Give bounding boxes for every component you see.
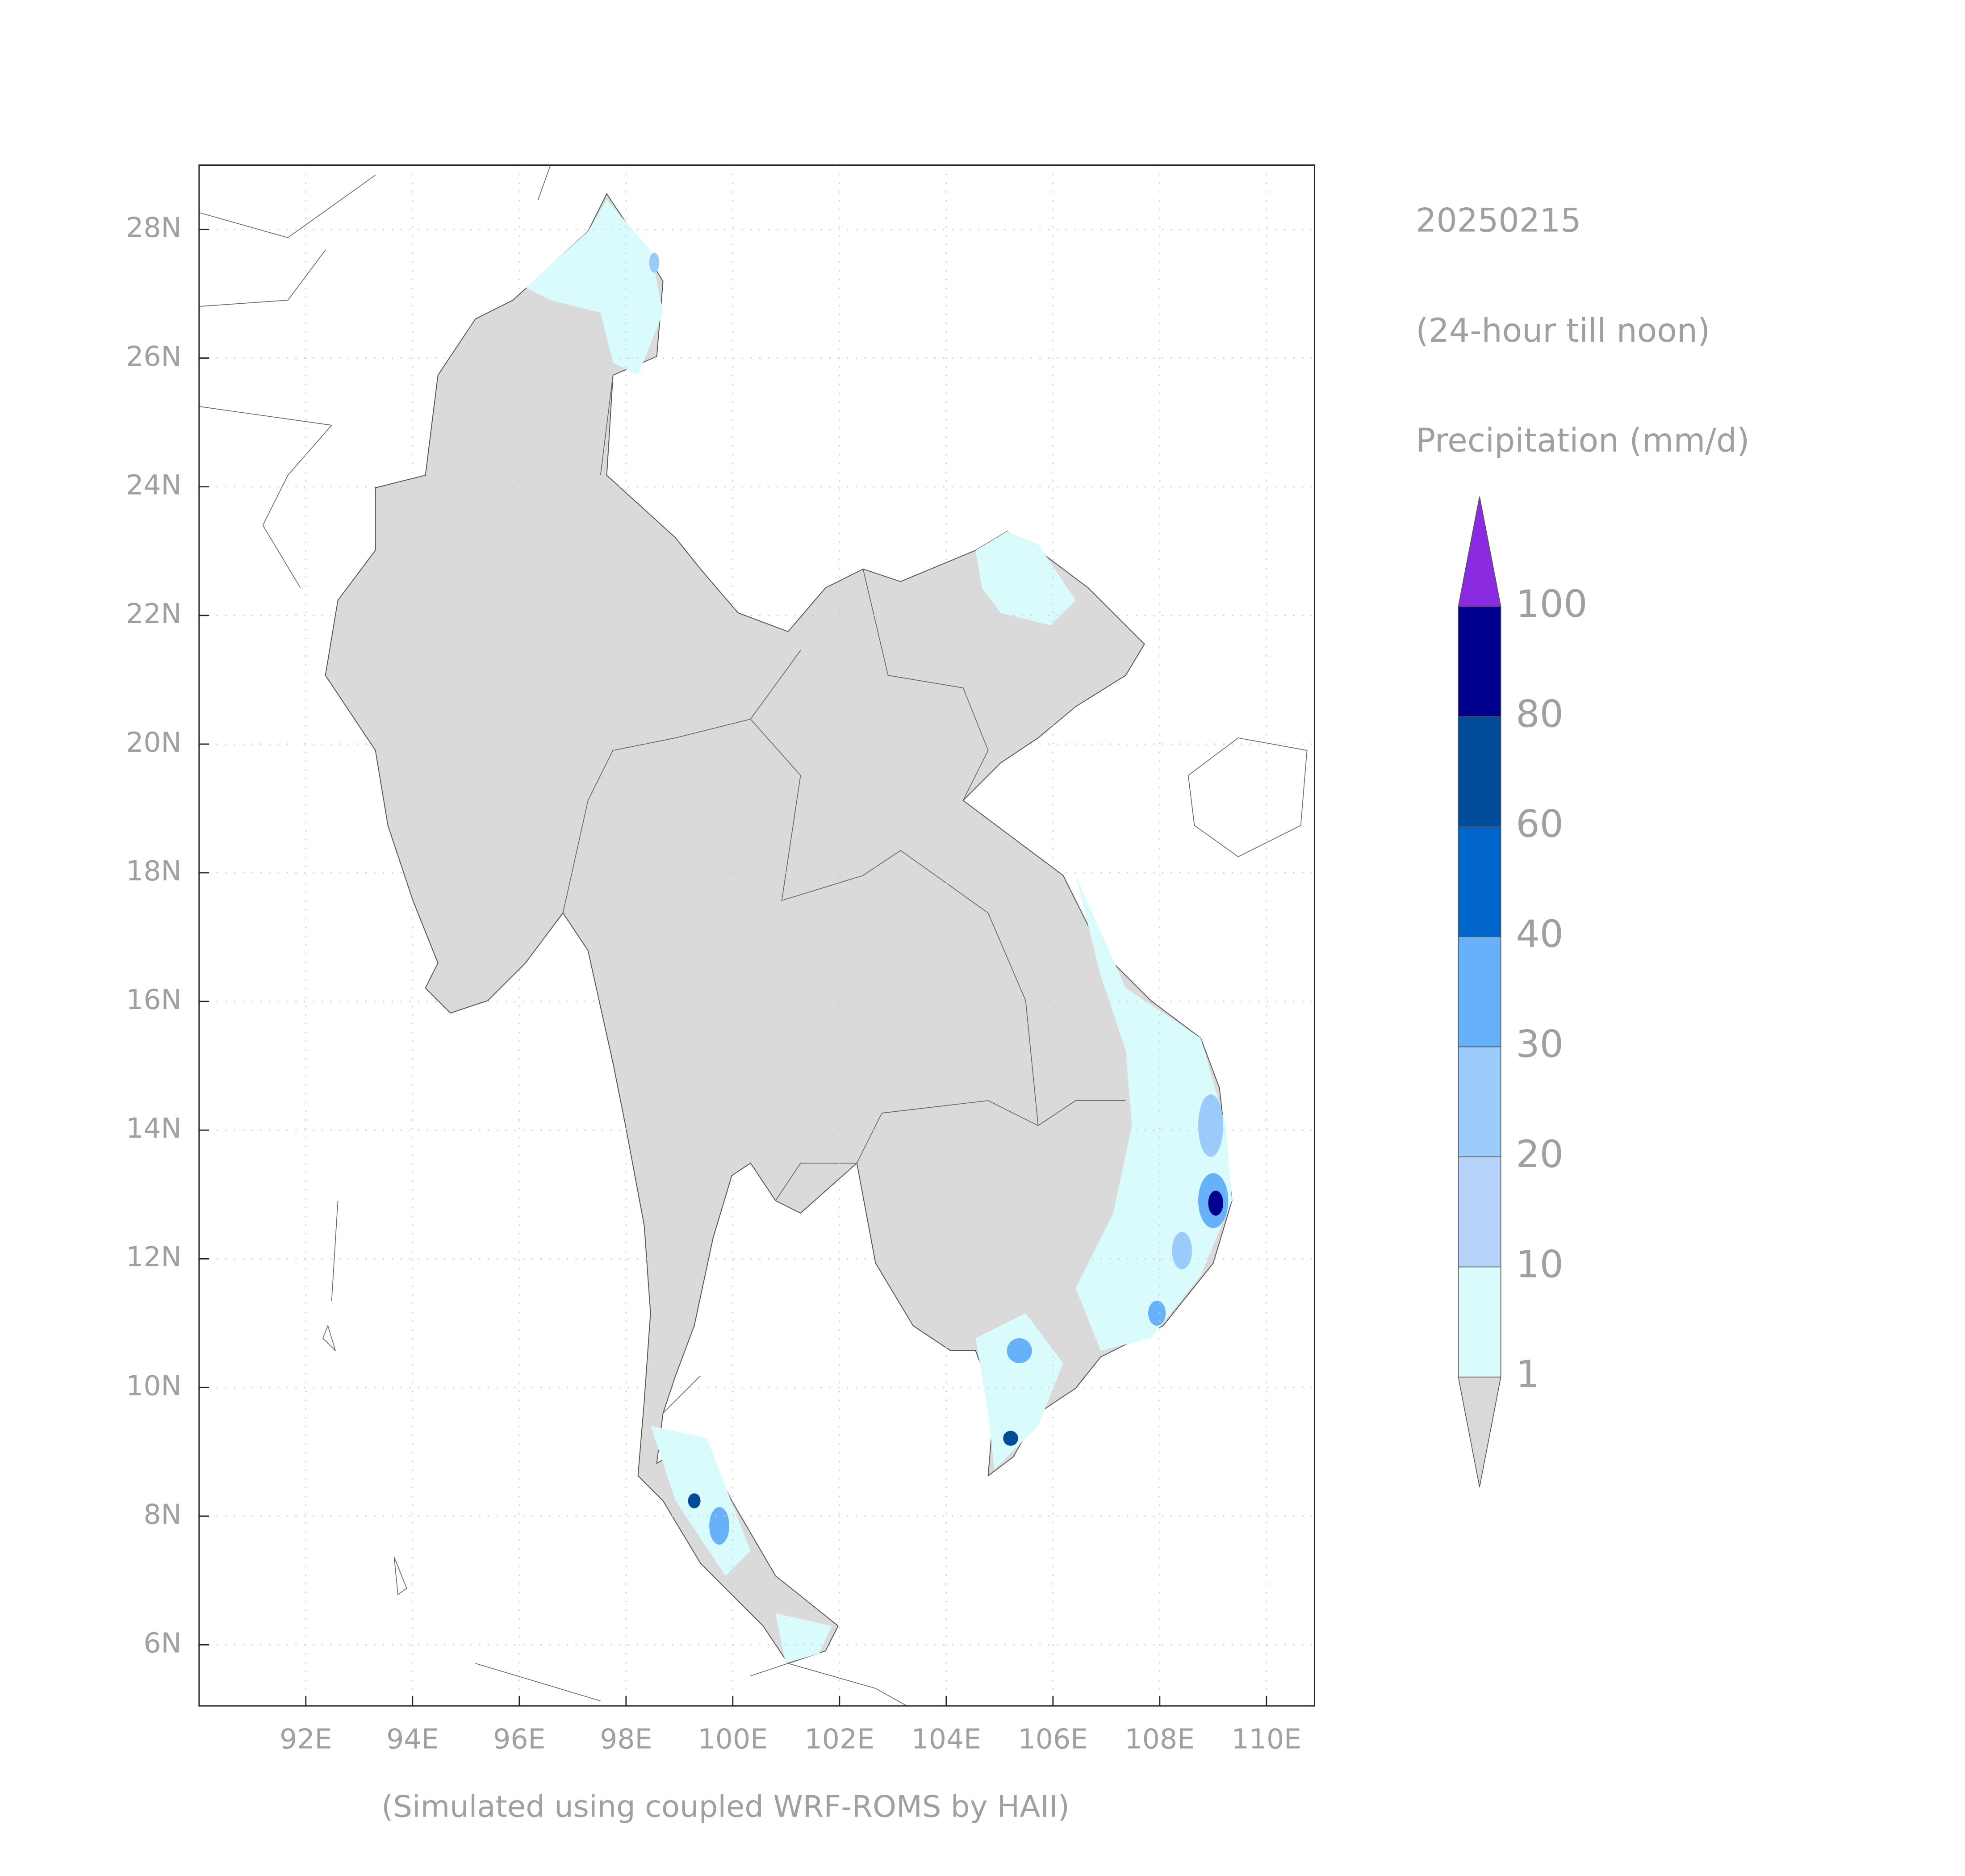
colorbar-label: 30 [1516,1022,1564,1066]
colorbar-under [1458,1376,1501,1487]
colorbar-segment [1458,936,1501,1047]
borders [199,165,1308,1706]
x-tick-label: 104E [911,1723,981,1755]
x-tick-label: 100E [698,1723,768,1755]
y-tick-label: 22N [126,598,181,630]
colorbar-segment [1458,606,1501,717]
y-tick-label: 20N [126,726,181,758]
subtitle: (24-hour till noon) [1416,312,1710,350]
colorbar-label: 10 [1516,1242,1564,1286]
x-tick-label: 108E [1125,1723,1195,1755]
y-tick-label: 24N [126,469,181,501]
x-tick-label: 106E [1018,1723,1088,1755]
y-tick-label: 26N [126,340,181,373]
y-tick-label: 8N [143,1498,181,1530]
land [199,165,1308,1706]
colorbar-label: 60 [1516,802,1564,846]
y-tick-label: 6N [143,1627,181,1659]
x-tick-label: 94E [386,1723,439,1755]
colorbar-segment [1458,716,1501,827]
colorbar-label: 1 [1516,1353,1539,1396]
colorbar: 1 10 20 30 40 60 80 100 [1458,496,1588,1487]
variable-label: Precipitation (mm/d) [1416,422,1749,460]
colorbar-segment [1458,1046,1501,1157]
y-tick-label: 14N [126,1112,181,1144]
colorbar-label: 40 [1516,912,1564,956]
precip-heavy [649,252,1229,1545]
colorbar-label: 20 [1516,1132,1564,1176]
y-tick-label: 16N [126,984,181,1016]
x-tick-label: 110E [1232,1723,1301,1755]
y-tick-label: 28N [126,212,181,244]
date-title: 20250215 [1416,201,1581,239]
x-tick-label: 92E [280,1723,332,1755]
y-tick-label: 18N [126,855,181,887]
colorbar-label: 80 [1516,692,1564,736]
colorbar-segment [1458,826,1501,938]
colorbar-segment [1458,1156,1501,1268]
x-tick-label: 102E [805,1723,874,1755]
precip-light [525,200,1232,1663]
footer: (Simulated using coupled WRF-ROMS by HAI… [381,1789,1070,1824]
y-tick-label: 12N [126,1241,181,1273]
x-tick-label: 96E [493,1723,545,1755]
colorbar-over [1458,496,1501,607]
map-frame [198,164,1315,1707]
colorbar-segment [1458,1266,1501,1378]
y-tick-label: 10N [126,1369,181,1402]
x-tick-label: 98E [600,1723,652,1755]
colorbar-label: 100 [1516,582,1587,626]
